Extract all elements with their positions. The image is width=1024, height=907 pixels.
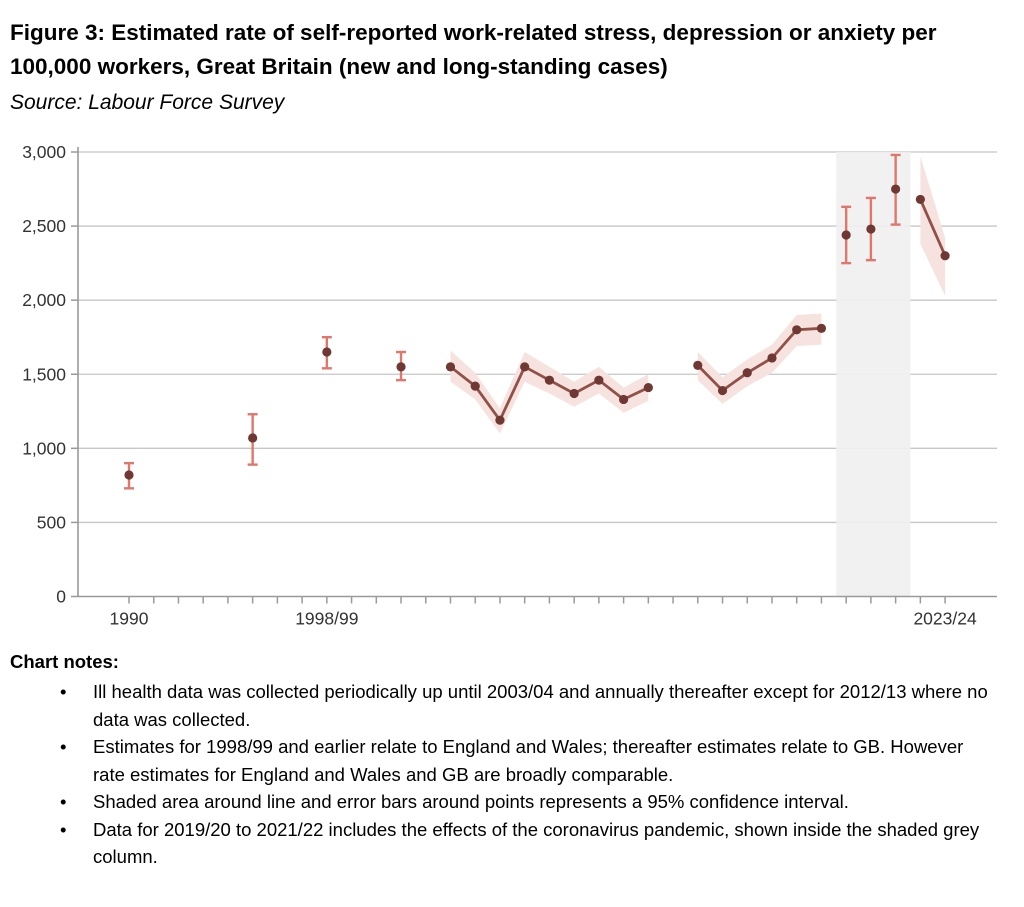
y-axis-tick-label: 0	[56, 587, 66, 607]
chart-note-item: Data for 2019/20 to 2021/22 includes the…	[60, 816, 998, 871]
x-axis-tick-label: 1998/99	[295, 609, 358, 629]
data-point	[891, 184, 901, 194]
y-axis-tick-label: 1,000	[22, 438, 66, 458]
y-axis-tick-label: 2,000	[22, 290, 66, 310]
data-point	[322, 347, 332, 357]
y-axis-tick-label: 1,500	[22, 364, 66, 384]
data-point	[693, 360, 703, 370]
chart-note-item: Shaded area around line and error bars a…	[60, 788, 998, 816]
chart-note-item: Ill health data was collected periodical…	[60, 678, 998, 733]
data-point	[866, 224, 876, 234]
y-axis-tick-label: 3,000	[22, 142, 66, 162]
confidence-band	[450, 350, 649, 434]
y-axis-tick-label: 500	[37, 512, 66, 532]
figure-source: Source: Labour Force Survey	[10, 91, 285, 114]
data-point	[816, 323, 827, 333]
data-point	[544, 375, 555, 385]
figure-title: Figure 3: Estimated rate of self-reporte…	[10, 20, 937, 79]
data-point	[717, 385, 728, 396]
chart-figure: 0 500 1,000 1,500 2,000 2,500 3,000 1990 1998/99…	[0, 134, 1024, 644]
data-point	[940, 251, 950, 261]
chart-notes: Chart notes: Ill health data was collect…	[10, 648, 1010, 871]
data-point	[569, 388, 579, 399]
data-point	[248, 433, 258, 443]
chart-note-item: Estimates for 1998/99 and earlier relate…	[60, 733, 998, 788]
chart-notes-list: Ill health data was collected periodical…	[10, 678, 1010, 871]
data-point	[396, 362, 406, 372]
data-point	[520, 362, 530, 372]
data-point	[767, 353, 777, 363]
data-point	[124, 470, 134, 480]
data-point	[742, 368, 752, 378]
data-point	[619, 394, 629, 405]
data-point	[495, 415, 505, 425]
data-line	[919, 198, 947, 257]
x-axis-tick-label: 2023/24	[913, 609, 977, 629]
y-axis-tick-label: 2,500	[22, 216, 66, 236]
chart-canvas: 0 500 1,000 1,500 2,000 2,500 3,000 1990 1998/99…	[22, 142, 997, 629]
data-point	[643, 382, 653, 393]
chart-notes-heading: Chart notes:	[10, 651, 119, 672]
data-point	[792, 325, 802, 335]
data-point	[470, 381, 480, 391]
data-point	[841, 230, 851, 240]
x-axis-tick-label: 1990	[110, 609, 149, 629]
data-point	[915, 194, 925, 205]
data-point	[445, 362, 456, 372]
data-point	[594, 375, 604, 385]
confidence-band	[697, 313, 822, 404]
figure-header: Figure 3: Estimated rate of self-reporte…	[10, 16, 1010, 118]
pandemic-shaded-column	[836, 152, 911, 597]
